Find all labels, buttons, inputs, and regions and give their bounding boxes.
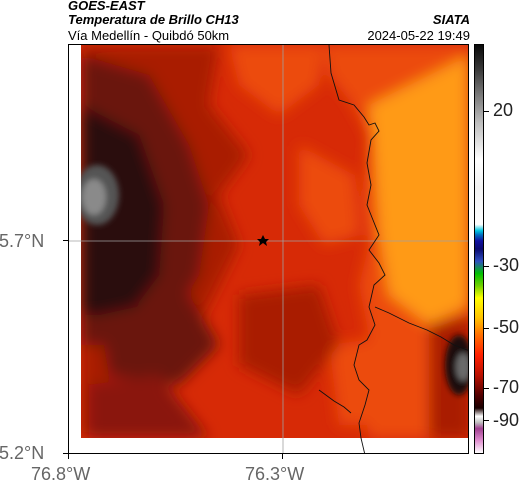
cbar-label-m30: -30	[493, 255, 520, 275]
temperature-field	[69, 45, 468, 453]
brightness-temperature-map	[68, 44, 469, 454]
org-label: SIATA	[432, 12, 470, 27]
lat-tick-5-7	[63, 240, 68, 241]
cbar-label-20: 20	[493, 100, 514, 120]
map-canvas	[69, 45, 468, 453]
cbar-tick-m70	[484, 388, 489, 389]
colorbar	[474, 44, 484, 454]
department-border-east	[374, 306, 468, 351]
cbar-label-m50: -50	[493, 317, 520, 337]
route-subtitle: Vía Medellín - Quibdó 50km	[68, 28, 230, 43]
cbar-tick-m30	[484, 266, 489, 267]
lat-label-5-2: 5.2°N	[0, 443, 45, 463]
cbar-label-m90: -90	[493, 410, 520, 430]
lat-tick-5-2	[63, 453, 68, 454]
cbar-tick-m90	[484, 420, 489, 421]
cbar-tick-m50	[484, 328, 489, 329]
cbar-tick-20	[484, 111, 489, 112]
lon-tick-76-3	[282, 454, 283, 459]
department-border	[328, 45, 386, 453]
cold-cores	[75, 165, 468, 395]
lon-label-76-8: 76.8°W	[31, 464, 91, 484]
graticule	[69, 45, 468, 453]
star-marker	[257, 235, 269, 246]
lat-label-5-7: 5.7°N	[0, 231, 45, 251]
product-title: Temperatura de Brillo CH13	[68, 12, 239, 27]
field-blobs	[81, 45, 468, 438]
lon-tick-76-8	[68, 454, 69, 459]
cbar-label-m70: -70	[493, 377, 520, 397]
satellite-title: GOES-EAST	[68, 0, 145, 13]
datetime-label: 2024-05-22 19:49	[367, 28, 470, 43]
lon-label-76-3: 76.3°W	[245, 464, 305, 484]
department-border-south	[318, 389, 352, 414]
